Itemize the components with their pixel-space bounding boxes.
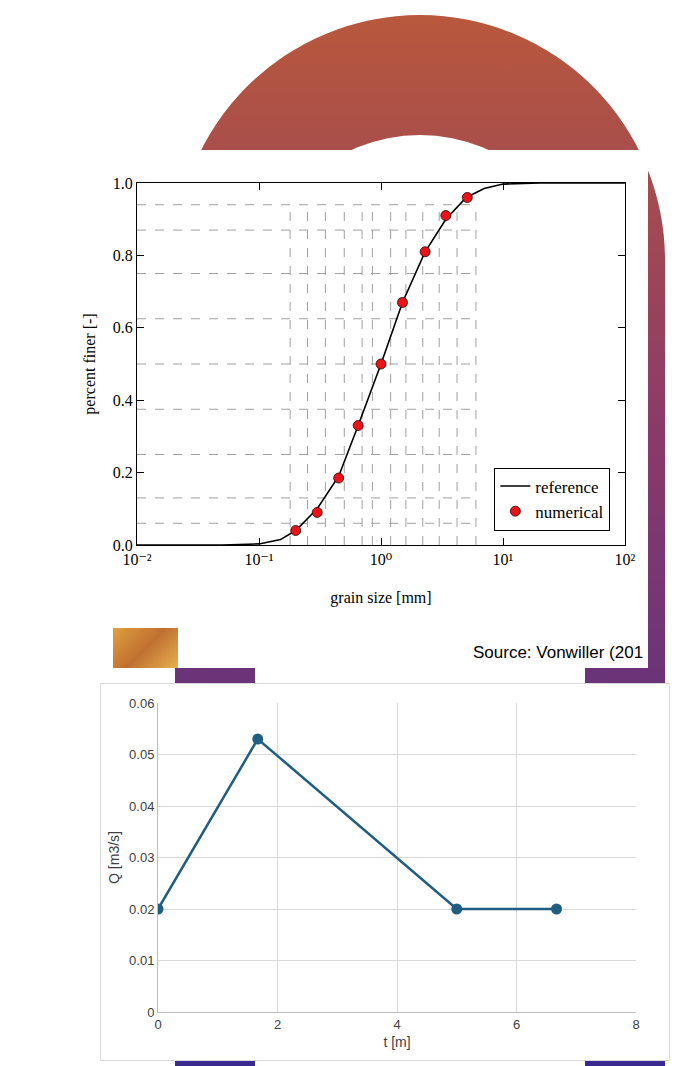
svg-text:0.6: 0.6 <box>113 319 133 336</box>
svg-text:percent finer [-]: percent finer [-] <box>81 313 99 414</box>
svg-text:2: 2 <box>274 1017 281 1032</box>
svg-text:0.05: 0.05 <box>129 747 154 762</box>
svg-text:0.02: 0.02 <box>129 902 154 917</box>
svg-text:10¹: 10¹ <box>493 551 514 568</box>
svg-text:1.0: 1.0 <box>113 175 133 192</box>
svg-text:0.03: 0.03 <box>129 850 154 865</box>
svg-text:0: 0 <box>154 1017 161 1032</box>
svg-text:0.2: 0.2 <box>113 464 133 481</box>
svg-text:0.04: 0.04 <box>129 799 154 814</box>
svg-text:8: 8 <box>632 1017 639 1032</box>
svg-text:reference: reference <box>535 478 598 497</box>
svg-text:0.01: 0.01 <box>129 953 154 968</box>
svg-text:6: 6 <box>513 1017 520 1032</box>
svg-text:10²: 10² <box>615 551 636 568</box>
svg-text:grain size [mm]: grain size [mm] <box>330 589 431 607</box>
svg-text:0.4: 0.4 <box>113 392 133 409</box>
svg-text:0.06: 0.06 <box>129 696 154 711</box>
svg-text:0: 0 <box>147 1005 154 1020</box>
svg-text:numerical: numerical <box>535 503 603 522</box>
svg-text:Source: Vonwiller (201: Source: Vonwiller (201 <box>473 643 643 662</box>
svg-text:10⁰: 10⁰ <box>370 551 392 568</box>
svg-text:t [m]: t [m] <box>383 1034 410 1050</box>
svg-text:4: 4 <box>393 1017 400 1032</box>
svg-text:10⁻²: 10⁻² <box>122 551 151 568</box>
svg-text:10⁻¹: 10⁻¹ <box>244 551 273 568</box>
svg-text:Q [m3/s]: Q [m3/s] <box>106 831 122 884</box>
svg-text:0.0: 0.0 <box>113 537 133 554</box>
svg-text:0.8: 0.8 <box>113 247 133 264</box>
